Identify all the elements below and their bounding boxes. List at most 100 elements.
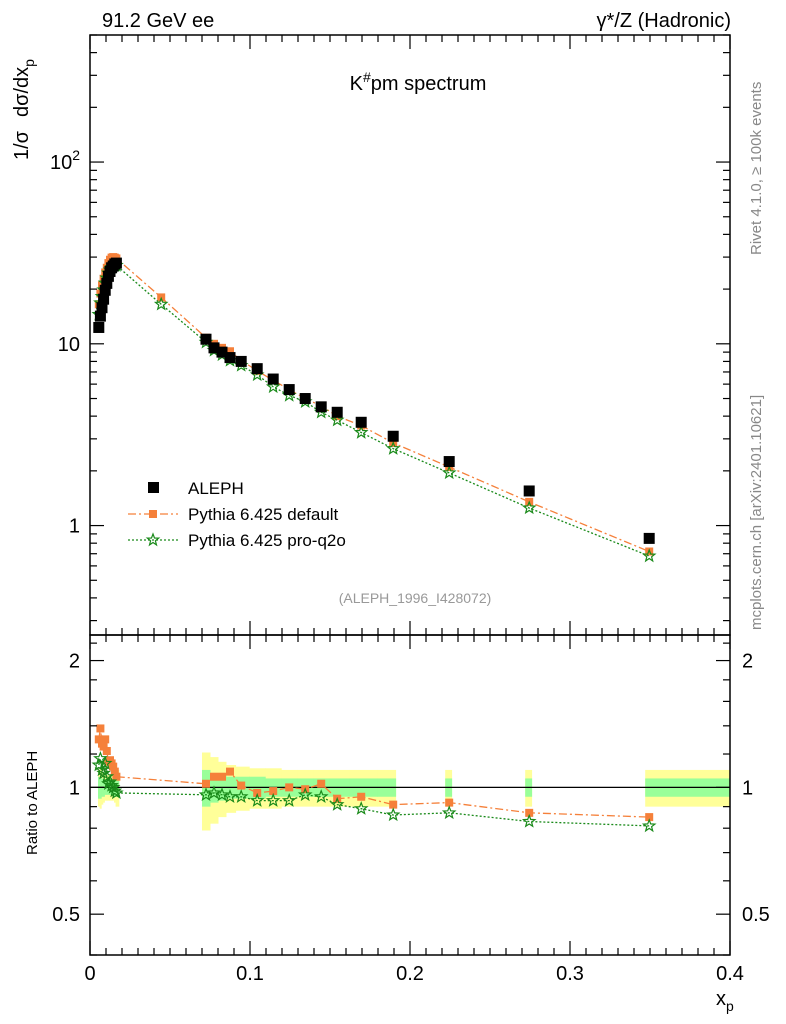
mcplots-label: mcplots.cern.ch [arXiv:2401.10621]: [748, 395, 765, 630]
ratio-pythia-proq2o-point: [105, 779, 121, 794]
ratio-pythia-proq2o-point: [313, 789, 329, 803]
x-tick-label: 0.2: [396, 963, 424, 985]
main-plot-frame: [89, 34, 731, 636]
ratio-pythia-default-point: [269, 787, 278, 796]
legend-default-marker: [149, 510, 157, 518]
main-series: [91, 253, 657, 563]
aleph-point: [331, 406, 343, 418]
pythia-proq2o-point: [385, 440, 401, 455]
y-tick-label-base: 10: [50, 152, 72, 174]
x-tick-label: 0.1: [236, 963, 264, 985]
ratio-pythia-default-point: [94, 735, 103, 744]
aleph-point: [299, 393, 311, 405]
header-left: 91.2 GeV ee: [102, 10, 214, 32]
y-tick-label: 1: [69, 516, 80, 538]
aleph-point: [101, 277, 113, 289]
pythia-proq2o-point: [441, 465, 457, 480]
pythia-proq2o-point: [329, 412, 345, 427]
ratio-pythia-default-point: [210, 772, 218, 781]
ratio-y-tick-labels: 0.5 0.5 1 1 2 2: [52, 651, 770, 927]
ratio-pythia-default-point: [112, 772, 121, 781]
ratio-pythia-default-line: [98, 728, 650, 818]
x-tick-label: 0: [84, 963, 95, 985]
ratio-pythia-default-point: [317, 779, 326, 788]
analysis-id: (ALEPH_1996_I428072): [339, 590, 492, 606]
legend-proq2o-marker: [145, 532, 161, 547]
y-tick-label-base: 1: [69, 516, 80, 538]
ratio-bands: [98, 752, 731, 831]
y-tick-label-exp: 2: [72, 147, 80, 163]
ratio-pythia-proq2o-point: [641, 818, 657, 833]
aleph-point: [93, 321, 105, 333]
legend-aleph-marker: [148, 482, 159, 493]
ratio-pythia-default-point: [389, 800, 398, 809]
aleph-point: [224, 352, 236, 364]
ratio-pythia-proq2o-point: [281, 792, 297, 807]
aleph-point: [96, 302, 108, 314]
aleph-point: [200, 333, 212, 345]
ratio-pythia-default-point: [110, 767, 119, 776]
ratio-y-tick-label-left: 1: [69, 777, 80, 799]
aleph-point: [110, 257, 122, 269]
ratio-pythia-proq2o-point: [265, 792, 281, 807]
aleph-point: [443, 456, 455, 468]
ratio-pythia-proq2o-point: [329, 796, 345, 811]
x-tick-label: 0.4: [716, 963, 744, 985]
ratio-y-tick-label-left: 2: [69, 651, 80, 673]
ratio-pythia-default-point: [285, 783, 294, 792]
ratio-y-tick-label-right: 0.5: [742, 904, 770, 926]
ratio-pythia-proq2o-point: [441, 805, 457, 820]
ratio-pythia-proq2o-point: [521, 813, 537, 828]
ratio-plot-frame: [89, 634, 731, 956]
ratio-pythia-proq2o-point: [353, 800, 369, 815]
ratio-pythia-proq2o-point: [96, 765, 111, 780]
ratio-pythia-proq2o-point: [99, 768, 115, 784]
ratio-pythia-default-point: [218, 772, 226, 781]
aleph-point: [355, 416, 367, 428]
aleph-point: [99, 284, 111, 296]
ratio-pythia-default-point: [96, 724, 105, 733]
ratio-pythia-proq2o-point: [297, 787, 313, 802]
x-tick-label: 0.3: [556, 963, 584, 985]
ratio-pythia-proq2o-point: [107, 783, 123, 798]
ratio-pythia-default-point: [445, 798, 454, 807]
pythia-proq2o-point: [521, 500, 537, 515]
legend-proq2o-label: Pythia 6.425 pro-q2o: [188, 531, 346, 550]
legend-default-label: Pythia 6.425 default: [188, 505, 339, 524]
rivet-label: Rivet 4.1.0, ≥ 100k events: [748, 82, 765, 255]
ratio-pythia-default-point: [645, 813, 654, 822]
x-axis-label: xp: [716, 988, 734, 1014]
ratio-pythia-default-point: [226, 767, 234, 776]
ratio-pythia-default-point: [525, 808, 534, 817]
x-tick-labels: 0 0.1 0.2 0.3 0.4: [84, 963, 743, 985]
pythia-proq2o-line: [98, 264, 650, 557]
aleph-point: [387, 430, 399, 442]
ratio-pythia-proq2o-point: [102, 774, 118, 789]
ratio-pythia-proq2o-point: [206, 785, 222, 800]
pythia-proq2o-point: [153, 296, 169, 311]
pythia-proq2o-point: [265, 379, 281, 394]
ratio-y-tick-label-right: 1: [742, 777, 753, 799]
aleph-point: [94, 310, 106, 322]
y-tick-label: 102: [50, 147, 80, 174]
ratio-pythia-proq2o-point: [104, 777, 119, 792]
legend: ALEPH Pythia 6.425 default Pythia 6.425 …: [128, 479, 346, 550]
aleph-point: [267, 373, 279, 385]
main-y-axis-label: 1/σdσ/dxp: [11, 59, 37, 160]
main-axis-ticks: [89, 34, 731, 635]
pythia-proq2o-point: [353, 424, 369, 439]
ratio-y-axis-label: Ratio to ALEPH: [24, 751, 41, 855]
ratio-pythia-default-point: [237, 781, 246, 790]
pythia-default-line: [98, 256, 650, 553]
y-tick-label: 10: [58, 334, 80, 356]
ratio-pythia-default-point: [102, 746, 111, 755]
ratio-pythia-proq2o-point: [249, 792, 265, 807]
aleph-point: [98, 293, 110, 305]
ratio-pythia-proq2o-point: [222, 789, 238, 803]
ratio-series: [91, 724, 657, 833]
ratio-pythia-proq2o-point: [385, 807, 401, 822]
ratio-axis-ticks: [89, 635, 731, 956]
ratio-y-tick-label-left: 0.5: [52, 904, 80, 926]
header-right: γ*/Z (Hadronic): [597, 10, 731, 32]
